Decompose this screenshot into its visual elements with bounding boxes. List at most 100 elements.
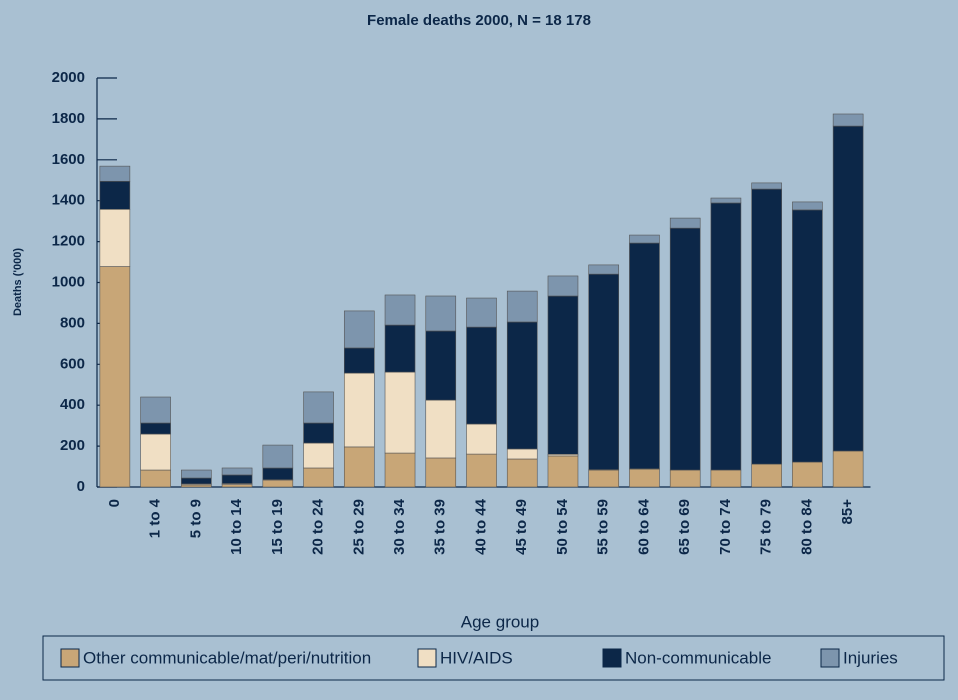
bar-segment [751,182,782,190]
bar-segment [832,113,864,127]
bar-segment [629,234,660,244]
x-tick-label: 55 to 59 [595,499,612,555]
bar-segment [506,321,538,450]
bar-segment [629,468,660,488]
bar-segment [629,242,660,470]
bar-segment [669,227,701,471]
bar-segment [792,461,823,488]
bar-segment [588,273,620,470]
bar-segment [99,180,131,210]
bar-segment [140,422,171,435]
bar-segment [751,463,782,488]
bar-segment [140,433,171,471]
y-tick-label: 1600 [52,151,85,168]
bar-segment [221,484,253,488]
bar-segment [710,197,742,204]
x-tick-label: 65 to 69 [676,499,693,555]
bar-segment [792,209,823,463]
bar-segment [99,208,131,267]
bar-segment [303,391,334,424]
bar-segment [669,217,701,229]
bar-segment [547,275,579,297]
bar-segment [181,469,212,479]
bar-segment [466,297,497,328]
x-tick-label: 35 to 39 [432,499,449,555]
bar-segment [384,371,416,454]
bar-segment [425,295,457,332]
bar-segment [303,422,334,444]
bar-segment [262,444,294,469]
bar-segment [832,125,864,452]
bar-segment [140,469,171,488]
bar-segment [181,484,212,488]
bar-segment [466,326,497,425]
x-tick-label: 10 to 14 [228,498,245,555]
x-tick-label: 40 to 44 [472,498,489,555]
bar-segment [99,165,131,182]
y-tick-label: 1000 [52,273,85,290]
bar-segment [751,188,782,465]
legend-box [42,635,945,681]
bar-segment [262,479,294,488]
bar-segment [792,201,823,211]
x-tick-label: 5 to 9 [187,499,204,538]
x-tick-label: 80 to 84 [798,498,815,555]
bar-segment [425,399,457,459]
bar-segment [384,452,416,488]
bar-segment [506,458,538,488]
x-tick-label: 0 [106,499,123,507]
bar-segment [466,423,497,455]
y-tick-label: 1800 [52,110,85,127]
x-tick-label: 75 to 79 [758,499,775,555]
bar-segment [710,202,742,471]
bar-segment [221,467,253,476]
x-tick-label: 70 to 74 [717,498,734,555]
bar-segment [181,477,212,485]
bar-segment [425,330,457,401]
y-tick-label: 600 [60,355,85,372]
legend-swatch [602,648,622,668]
y-axis-label: Deaths ('000) [12,248,24,316]
bar-segment [343,347,375,374]
bar-segment [506,290,538,323]
legend-label: HIV/AIDS [440,648,513,667]
x-axis-label: Age group [461,612,539,631]
legend-swatch [60,648,80,668]
x-tick-label: 25 to 29 [350,499,367,555]
bar-segment [425,457,457,488]
y-tick-label: 2000 [52,69,85,86]
bar-segment [140,396,171,424]
bar-segment [343,372,375,448]
bar-segment [710,469,742,488]
bar-segment [588,469,620,488]
bar-segment [221,474,253,484]
y-tick-label: 800 [60,314,85,331]
bar-segment [547,455,579,488]
legend-swatch [417,648,437,668]
legend-label: Injuries [843,648,898,667]
y-tick-label: 0 [77,478,85,495]
bar-segment [303,442,334,469]
bar-segment [384,294,416,326]
bar-segment [343,446,375,488]
y-tick-label: 400 [60,396,85,413]
bar-segment [343,310,375,349]
bar-segment [588,264,620,275]
x-tick-label: 1 to 4 [147,498,164,538]
bar-segment [466,453,497,488]
bar-segment [384,324,416,373]
chart-title: Female deaths 2000, N = 18 178 [367,12,591,29]
legend-label: Non-communicable [625,648,771,667]
bar-segment [547,295,579,455]
y-tick-label: 1400 [52,192,85,209]
bar-segment [303,467,334,488]
x-tick-label: 45 to 49 [513,499,530,555]
y-tick-label: 1200 [52,233,85,250]
x-tick-label: 20 to 24 [310,498,327,555]
bar-segment [506,448,538,460]
bar-segment [832,450,864,488]
y-tick-label: 200 [60,437,85,454]
legend-label: Other communicable/mat/peri/nutrition [83,648,371,667]
x-tick-label: 30 to 34 [391,498,408,555]
bar-segment [99,266,131,488]
